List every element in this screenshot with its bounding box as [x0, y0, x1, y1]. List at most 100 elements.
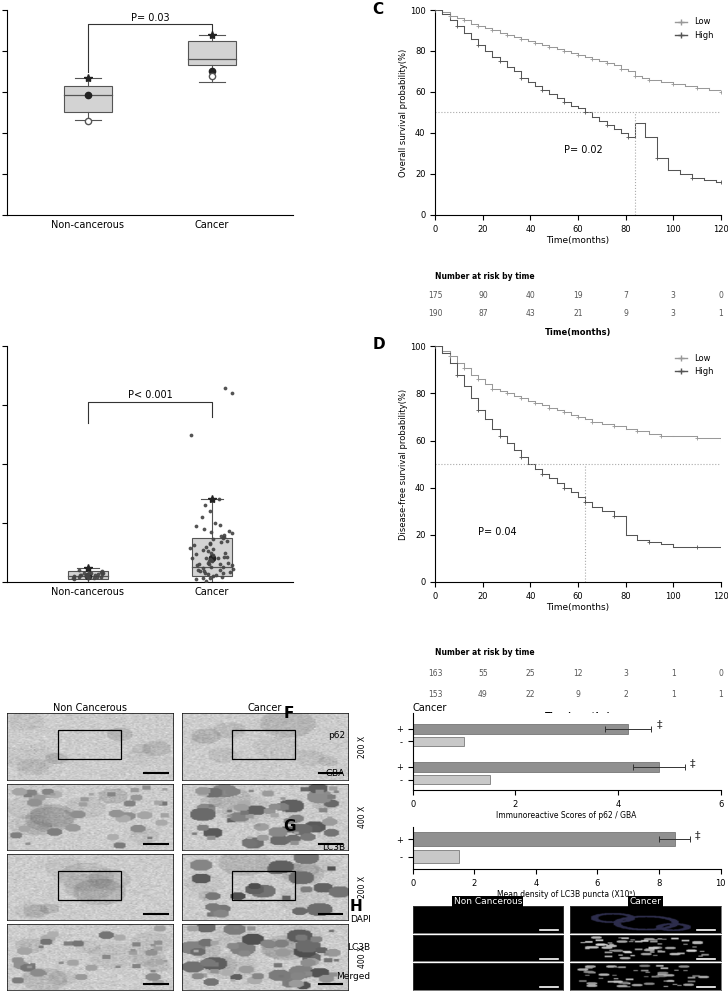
Text: 153: 153	[428, 690, 443, 699]
Text: 12: 12	[573, 669, 583, 678]
Point	[186, 427, 197, 443]
Point	[202, 555, 214, 571]
Point	[90, 567, 101, 583]
Point	[68, 569, 80, 585]
Text: Time(months): Time(months)	[545, 712, 612, 721]
Point	[75, 567, 87, 583]
Point	[224, 564, 236, 580]
Point	[215, 528, 226, 544]
Point	[204, 503, 215, 519]
Point	[88, 570, 100, 586]
Text: 3: 3	[670, 309, 676, 318]
Bar	[413, 737, 464, 746]
Point	[207, 547, 219, 563]
Point	[68, 568, 80, 584]
Point	[214, 562, 226, 578]
Text: 49: 49	[478, 690, 488, 699]
Point	[221, 533, 233, 549]
X-axis label: Mean density of LC3B puncta (X10⁹): Mean density of LC3B puncta (X10⁹)	[497, 890, 636, 899]
Point	[191, 557, 203, 573]
Point	[75, 567, 87, 583]
Text: P= 0.03: P= 0.03	[130, 13, 170, 23]
Point	[200, 539, 212, 555]
Bar	[413, 832, 675, 846]
Point	[190, 571, 202, 587]
Bar	[232, 871, 296, 900]
X-axis label: Immunoreactive Scores of p62 / GBA: Immunoreactive Scores of p62 / GBA	[496, 811, 637, 820]
Point	[217, 530, 229, 546]
Point	[80, 568, 92, 584]
Bar	[192, 538, 232, 576]
Point	[207, 531, 219, 547]
Point	[202, 556, 214, 572]
Text: 1: 1	[670, 690, 676, 699]
Point	[226, 557, 238, 573]
Point	[68, 571, 80, 587]
Text: D: D	[373, 337, 385, 352]
Point	[202, 566, 214, 582]
Point	[219, 545, 231, 561]
Text: 2: 2	[623, 690, 628, 699]
Point	[218, 529, 230, 545]
Title: Non Cancerous: Non Cancerous	[454, 897, 522, 906]
Point	[95, 564, 107, 580]
Text: Time(months): Time(months)	[545, 328, 612, 337]
Text: F: F	[283, 706, 293, 721]
Text: 400 X: 400 X	[357, 946, 367, 968]
Text: Number at risk by time: Number at risk by time	[435, 272, 535, 281]
Text: Merged: Merged	[336, 972, 371, 981]
Text: 22: 22	[526, 690, 535, 699]
Text: Number at risk by time: Number at risk by time	[435, 648, 535, 657]
Point	[210, 515, 221, 531]
Y-axis label: Overall survival probability(%): Overall survival probability(%)	[400, 48, 408, 177]
Point	[197, 542, 209, 558]
Point	[212, 550, 223, 566]
Text: H: H	[349, 899, 363, 914]
Text: 9: 9	[576, 690, 580, 699]
Text: Cancer: Cancer	[413, 703, 447, 713]
Point	[193, 556, 205, 572]
Title: Non Cancerous: Non Cancerous	[53, 703, 127, 713]
Point	[220, 380, 232, 396]
Title: Cancer: Cancer	[248, 703, 282, 713]
Text: 3: 3	[623, 669, 628, 678]
Bar	[58, 730, 121, 759]
Text: 43: 43	[526, 309, 535, 318]
Title: Cancer: Cancer	[630, 897, 662, 906]
Text: 175: 175	[428, 291, 443, 300]
Point	[199, 497, 211, 513]
Point	[82, 570, 94, 586]
Text: 400 X: 400 X	[357, 806, 367, 828]
Text: 9: 9	[623, 309, 628, 318]
Point	[216, 569, 228, 585]
Point	[223, 523, 235, 539]
Point	[96, 566, 108, 582]
Text: 40: 40	[526, 291, 535, 300]
Point	[215, 534, 227, 550]
Text: 1: 1	[719, 690, 723, 699]
Point	[218, 565, 229, 581]
Text: 25: 25	[526, 669, 535, 678]
Bar	[58, 871, 121, 900]
Text: LC3B: LC3B	[322, 843, 345, 852]
Point	[82, 566, 94, 582]
Text: 90: 90	[478, 291, 488, 300]
X-axis label: Time(months): Time(months)	[547, 236, 609, 245]
Point	[200, 573, 212, 589]
Point	[91, 569, 103, 585]
Legend: Low, High: Low, High	[671, 351, 716, 379]
Point	[205, 544, 217, 560]
Point	[214, 517, 226, 533]
Point	[205, 552, 217, 568]
Point	[226, 385, 237, 401]
Text: 7: 7	[623, 291, 628, 300]
Point	[67, 570, 79, 586]
Point	[227, 561, 239, 577]
Point	[200, 550, 212, 566]
Point	[74, 562, 85, 578]
Point	[205, 559, 216, 575]
Bar	[232, 730, 296, 759]
Y-axis label: Disease-free survival probability(%): Disease-free survival probability(%)	[400, 389, 408, 540]
Point	[197, 560, 209, 576]
Text: 3: 3	[670, 291, 676, 300]
